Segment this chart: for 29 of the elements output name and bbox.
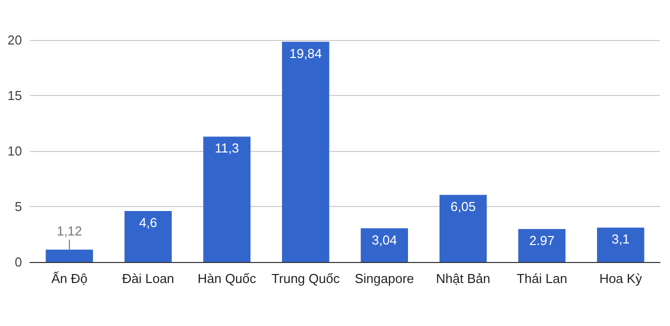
data-label: 2.97 <box>529 233 555 248</box>
x-tick-label: Đài Loan <box>122 271 174 286</box>
data-label: 19,84 <box>289 46 322 61</box>
x-tick-label: Trung Quốc <box>272 271 340 286</box>
data-label: 6,05 <box>450 198 476 214</box>
y-tick-label: 0 <box>14 254 22 270</box>
bar <box>440 194 487 262</box>
bar <box>518 229 566 262</box>
data-label: 4,6 <box>139 214 158 230</box>
x-tick-label: Singapore <box>354 271 414 286</box>
x-tick-label: Hàn Quốc <box>198 271 257 286</box>
data-label: 3,04 <box>372 232 398 248</box>
bar <box>597 228 644 262</box>
x-tick-label: Hoa Kỳ <box>599 271 642 286</box>
y-tick-label: 10 <box>8 144 22 158</box>
x-tick-label: Thái Lan <box>516 271 568 286</box>
data-label: 11,3 <box>214 140 240 156</box>
x-tick-label: Ấn Độ <box>51 271 88 286</box>
bar <box>124 210 172 262</box>
data-label: 1,12 <box>56 224 82 239</box>
data-label: 3,1 <box>612 232 630 247</box>
y-tick-label: 15 <box>8 88 22 103</box>
bar <box>282 42 330 262</box>
y-tick-label: 5 <box>14 199 22 214</box>
y-tick-label: 20 <box>8 32 22 48</box>
bar <box>360 228 408 262</box>
x-tick-label: Nhật Bản <box>436 271 490 286</box>
bar <box>203 136 250 262</box>
bar <box>46 250 93 262</box>
